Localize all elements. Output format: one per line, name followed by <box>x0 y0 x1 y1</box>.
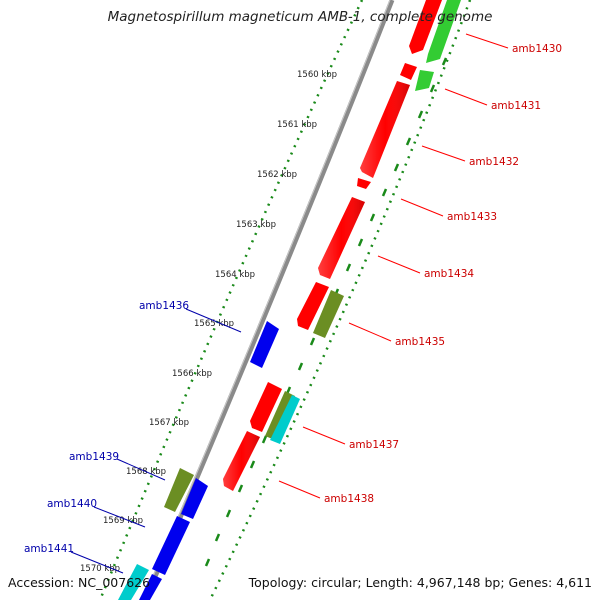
label-amb1435[interactable]: amb1435 <box>395 336 445 348</box>
label-amb1433[interactable]: amb1433 <box>447 211 497 223</box>
gene-shading <box>223 81 410 491</box>
label-amb1439[interactable]: amb1439 <box>69 451 119 463</box>
gene-red-small[interactable] <box>400 63 417 80</box>
ruler-outer <box>208 0 472 600</box>
genome-summary: Topology: circular; Length: 4,967,148 bp… <box>248 575 592 590</box>
label-amb1441[interactable]: amb1441 <box>24 543 74 555</box>
gene-amb1440b-feature[interactable] <box>152 516 190 575</box>
gene-amb1437-cyan[interactable] <box>270 395 300 444</box>
gene-amb1440-feature[interactable] <box>181 478 208 519</box>
gene-amb1436-feature[interactable] <box>250 321 279 368</box>
label-amb1440[interactable]: amb1440 <box>47 498 97 510</box>
tick-label: 1565 kbp <box>194 319 234 329</box>
gene-amb1430-feature[interactable] <box>409 0 442 54</box>
label-amb1431[interactable]: amb1431 <box>491 100 541 112</box>
label-amb1434[interactable]: amb1434 <box>424 268 474 280</box>
label-amb1436[interactable]: amb1436 <box>139 300 189 312</box>
tick-label: 1567 kbp <box>149 418 189 428</box>
tick-label: 1566 kbp <box>172 369 212 379</box>
gene-blue-bottom2[interactable] <box>140 588 152 600</box>
label-amb1437[interactable]: amb1437 <box>349 439 399 451</box>
tick-label: 1570 kbp <box>80 564 120 574</box>
gene-green-feature[interactable] <box>426 0 461 63</box>
map-title: Magnetospirillum magneticum AMB-1, compl… <box>107 9 493 25</box>
label-amb1430[interactable]: amb1430 <box>512 43 562 55</box>
forward-leaders <box>278 33 509 499</box>
gene-labels: amb1430 amb1431 amb1432 amb1433 amb1434 … <box>24 43 562 555</box>
tick-label: 1563 kbp <box>236 220 276 230</box>
gene-amb1434-feature[interactable] <box>297 282 329 330</box>
ruler-inner <box>98 0 364 600</box>
tick-label: 1562 kbp <box>257 170 297 180</box>
tick-label: 1564 kbp <box>215 270 255 280</box>
gene-red-tiny[interactable] <box>357 178 371 189</box>
accession-text: Accession: NC_007626 <box>8 575 151 590</box>
reverse-leaders <box>70 308 242 574</box>
label-amb1432[interactable]: amb1432 <box>469 156 519 168</box>
backbone-highlight <box>142 0 391 600</box>
label-amb1438[interactable]: amb1438 <box>324 493 374 505</box>
gene-amb1437-olive[interactable] <box>265 391 295 440</box>
gene-amb1431-feature[interactable] <box>415 70 434 91</box>
gene-amb1441-feature[interactable] <box>118 564 149 600</box>
gene-amb1437-red[interactable] <box>250 382 282 432</box>
tick-label: 1561 kbp <box>277 120 317 130</box>
tick-label: 1569 kbp <box>103 516 143 526</box>
reverse-genes <box>118 321 279 600</box>
gene-amb1439-feature[interactable] <box>164 468 194 512</box>
gene-amb1435-feature[interactable] <box>313 290 344 338</box>
tick-label: 1560 kbp <box>297 70 337 80</box>
